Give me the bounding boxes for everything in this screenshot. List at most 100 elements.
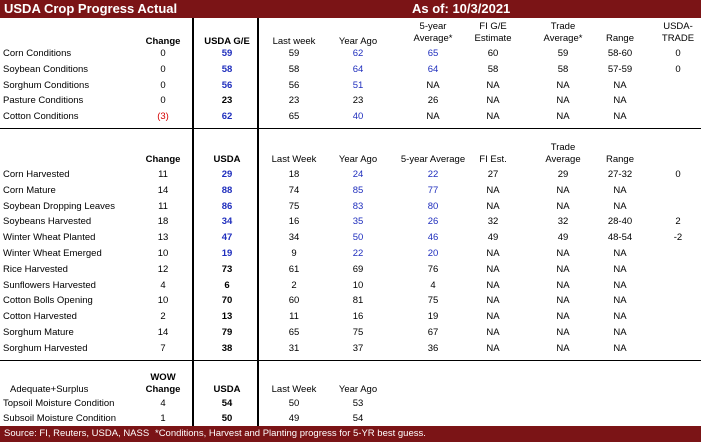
header-year-ago: Year Ago (338, 36, 378, 47)
row-label: Sunflowers Harvested (3, 279, 96, 291)
row-label: Soybean Conditions (3, 63, 89, 75)
last-week-value: 2 (291, 279, 297, 291)
header-change: Change (145, 36, 181, 47)
row-label: Sorghum Mature (3, 327, 74, 338)
header-usda: USDA (213, 384, 241, 395)
last-week-value: 23 (288, 95, 300, 107)
usda-trade-value: 0 (675, 48, 681, 59)
usda-value: 13 (221, 311, 233, 323)
last-week-value: 75 (288, 200, 300, 212)
row-label: Winter Wheat Emerged (3, 248, 102, 259)
range-value: 28-40 (607, 216, 633, 228)
last-week-value: 61 (288, 263, 300, 275)
year-ago-value: 35 (352, 216, 364, 228)
year-ago-value: 53 (352, 398, 364, 409)
header-range: Range (606, 154, 634, 165)
as-of-date: As of: 10/3/2021 (412, 1, 511, 16)
row-label: Corn Mature (3, 184, 56, 196)
header-usda-trade-sub: TRADE (661, 33, 695, 44)
footer-source: Source: FI, Reuters, USDA, NASS (4, 428, 150, 439)
row-label: Corn Conditions (3, 48, 72, 59)
header-trade: Trade (550, 142, 576, 153)
row-label: Rice Harvested (3, 263, 68, 275)
trade-value: 49 (557, 232, 569, 244)
change-value: 1 (160, 413, 166, 424)
trade-value: NA (556, 295, 570, 307)
row-label: Winter Wheat Planted (3, 232, 96, 244)
trade-value: NA (556, 279, 570, 291)
change-value: 13 (157, 232, 169, 244)
change-value: 14 (157, 327, 169, 338)
five-year-value: 4 (430, 279, 436, 291)
fi-value: 27 (487, 169, 499, 180)
last-week-value: 18 (288, 169, 300, 180)
last-week-value: 74 (288, 184, 300, 196)
fi-value: 58 (487, 63, 499, 75)
last-week-value: 65 (288, 111, 300, 123)
row-label: Cotton Conditions (3, 111, 79, 123)
year-ago-value: 54 (352, 413, 364, 424)
year-ago-value: 51 (352, 79, 364, 91)
change-value: 4 (160, 398, 166, 409)
row-label: Sorghum Harvested (3, 342, 88, 354)
five-year-value: NA (426, 111, 440, 123)
usda-value: 29 (221, 169, 233, 180)
usda-value: 54 (221, 398, 233, 409)
last-week-value: 49 (288, 413, 300, 424)
header-adequate-surplus: Adequate+Surplus (10, 384, 89, 395)
five-year-value: 64 (427, 63, 439, 75)
header-usda: USDA G/E (204, 36, 250, 47)
usda-value: 50 (221, 413, 233, 424)
fi-value: 60 (487, 48, 499, 59)
range-value: NA (613, 95, 627, 107)
five-year-value: 46 (427, 232, 439, 244)
fi-value: NA (486, 295, 500, 307)
five-year-value: 65 (427, 48, 439, 59)
range-value: NA (613, 279, 627, 291)
fi-value: NA (486, 311, 500, 323)
five-year-value: 75 (427, 295, 439, 307)
header-trade-sub: Average* (543, 33, 583, 44)
five-year-value: 77 (427, 184, 439, 196)
change-value: 7 (160, 342, 166, 354)
change-value: 10 (157, 248, 169, 259)
change-value: 18 (157, 216, 169, 228)
change-value: 10 (157, 295, 169, 307)
year-ago-value: 50 (352, 232, 364, 244)
five-year-value: 19 (427, 311, 439, 323)
range-value: NA (613, 200, 627, 212)
range-value: NA (613, 327, 627, 338)
usda-value: 47 (221, 232, 233, 244)
last-week-value: 60 (288, 295, 300, 307)
fi-value: NA (486, 248, 500, 259)
change-value: 2 (160, 311, 166, 323)
usda-trade-value: 2 (675, 216, 681, 228)
five-year-value: 26 (427, 95, 439, 107)
year-ago-value: 62 (352, 48, 364, 59)
usda-value: 34 (221, 216, 233, 228)
usda-value: 19 (221, 248, 233, 259)
year-ago-value: 75 (352, 327, 364, 338)
footer-bar: Source: FI, Reuters, USDA, NASS *Conditi… (0, 426, 701, 442)
year-ago-value: 64 (352, 63, 364, 75)
fi-value: NA (486, 342, 500, 354)
usda-value: 59 (221, 48, 233, 59)
year-ago-value: 10 (352, 279, 364, 291)
fi-value: NA (486, 79, 500, 91)
range-value: NA (613, 295, 627, 307)
trade-value: 29 (557, 169, 569, 180)
change-value: 11 (158, 200, 168, 212)
header-trade: Trade (550, 21, 576, 32)
trade-value: NA (556, 79, 570, 91)
header-range: Range (606, 33, 634, 44)
change-value: 0 (160, 48, 166, 59)
range-value: NA (613, 248, 627, 259)
header-fi-sub: Estimate (474, 33, 512, 44)
row-label: Soybean Dropping Leaves (3, 200, 115, 212)
usda-value: 38 (221, 342, 233, 354)
year-ago-value: 24 (352, 169, 364, 180)
five-year-value: 67 (427, 327, 439, 338)
row-label: Sorghum Conditions (3, 79, 90, 91)
usda-value: 58 (221, 63, 233, 75)
usda-value: 73 (221, 263, 233, 275)
